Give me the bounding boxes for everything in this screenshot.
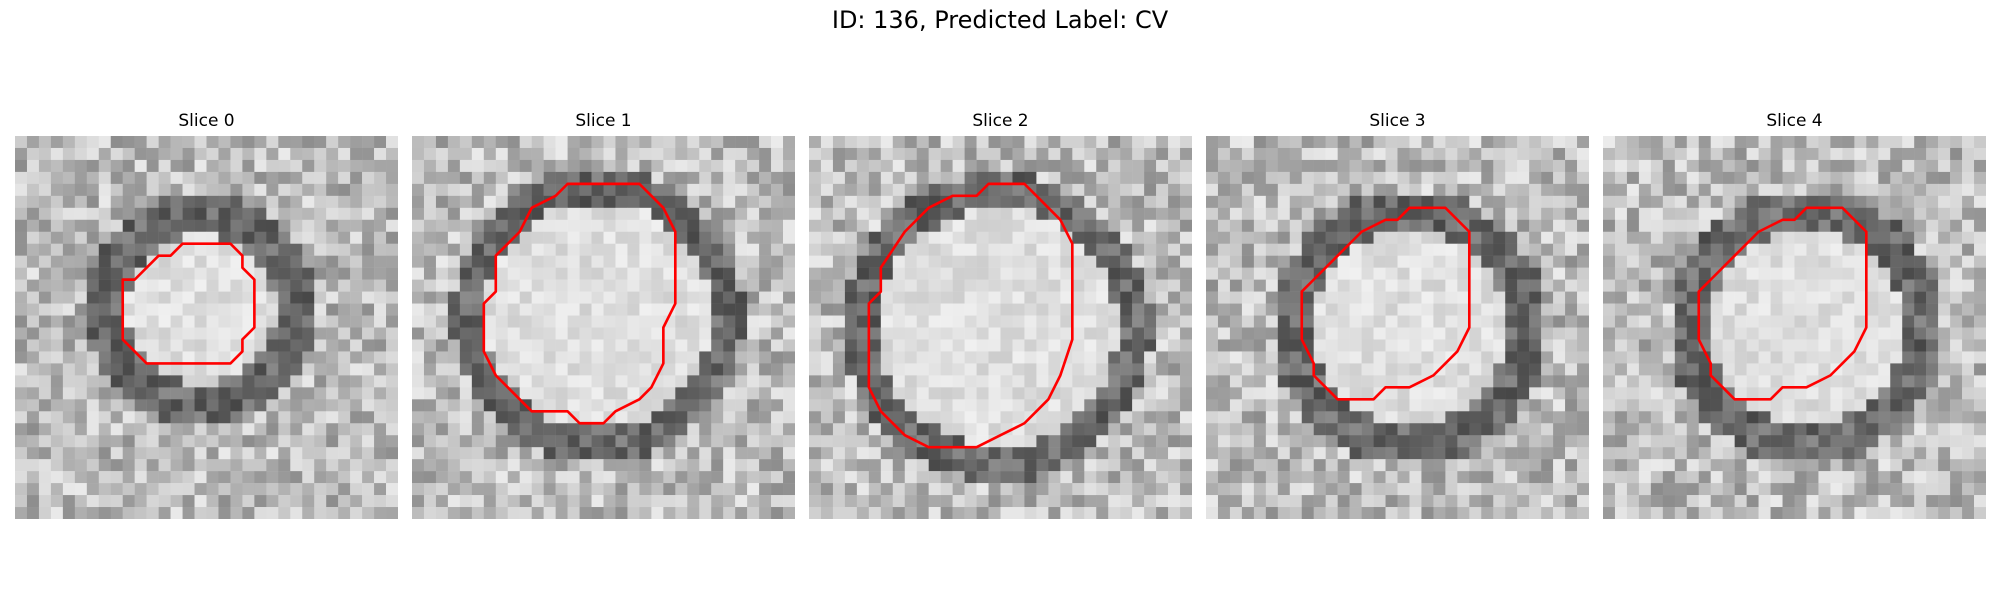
segmentation-contour [482,182,677,425]
slice-image [15,136,398,519]
slice-title: Slice 2 [972,111,1029,131]
slice-panel: Slice 0 [15,110,398,519]
slice-title: Slice 1 [575,111,632,131]
slice-title: Slice 4 [1766,111,1823,131]
slice-panel: Slice 3 [1206,110,1589,519]
segmentation-contour [1697,206,1868,401]
slice-panel: Slice 1 [412,110,795,519]
slice-title: Slice 3 [1369,111,1426,131]
segmentation-contour [867,182,1074,449]
slice-title: Slice 0 [178,111,235,131]
figure-title: ID: 136, Predicted Label: CV [831,6,1169,34]
slice-image [1603,136,1986,519]
slice-panel: Slice 2 [809,110,1192,519]
segmentation-contour [1300,206,1471,401]
segmentation-contour [121,242,256,365]
slice-panel: Slice 4 [1603,110,1986,519]
slice-image [1206,136,1589,519]
slice-image [412,136,795,519]
slice-image [809,136,1192,519]
